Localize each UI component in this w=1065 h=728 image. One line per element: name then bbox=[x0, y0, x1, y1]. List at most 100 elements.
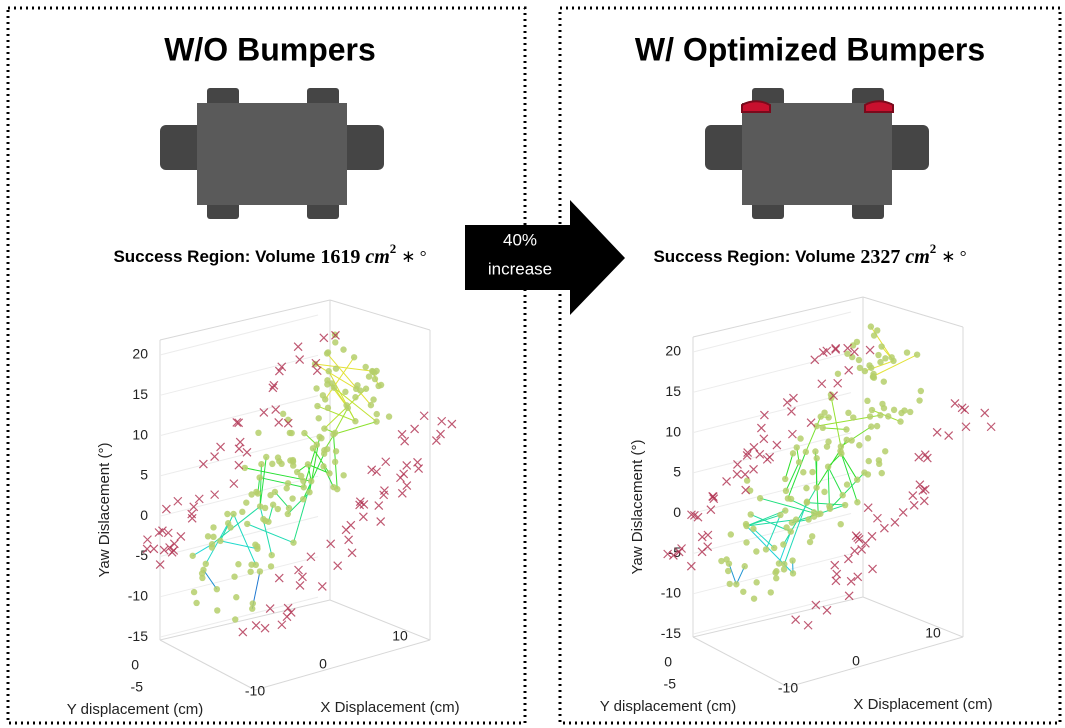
z-axis-label: Yaw Dislacement (°) bbox=[629, 440, 646, 575]
failure-point bbox=[331, 330, 340, 340]
failure-point bbox=[333, 561, 343, 571]
failure-point bbox=[787, 429, 797, 439]
failure-point bbox=[402, 481, 412, 490]
success-point bbox=[783, 524, 790, 531]
failure-point bbox=[312, 366, 322, 376]
success-point bbox=[843, 436, 850, 444]
grid-line bbox=[692, 351, 852, 393]
failure-point bbox=[344, 535, 354, 545]
failure-point bbox=[372, 467, 381, 477]
success-point bbox=[800, 469, 807, 476]
mesh-edge bbox=[323, 466, 335, 488]
failure-point bbox=[251, 620, 261, 630]
failure-point bbox=[919, 496, 929, 506]
success-point bbox=[812, 448, 819, 455]
success-point bbox=[787, 495, 795, 503]
success-point bbox=[319, 392, 327, 399]
axis-box bbox=[692, 596, 864, 638]
failure-point bbox=[238, 627, 248, 637]
failure-point bbox=[399, 469, 409, 479]
failure-point bbox=[733, 460, 742, 469]
success-point bbox=[373, 418, 380, 425]
success-point bbox=[878, 469, 885, 477]
success-point bbox=[750, 595, 758, 602]
success-point bbox=[289, 495, 296, 502]
success-point bbox=[855, 356, 863, 364]
failure-point bbox=[811, 600, 821, 610]
failure-point bbox=[161, 504, 171, 514]
success-point bbox=[870, 332, 878, 339]
robot bbox=[160, 88, 384, 219]
success-point bbox=[741, 563, 748, 570]
failure-point bbox=[447, 419, 457, 429]
mesh-edge bbox=[827, 466, 844, 496]
grid-line bbox=[692, 513, 852, 554]
failure-point bbox=[167, 547, 177, 557]
failure-point bbox=[722, 477, 731, 486]
success-point bbox=[287, 457, 294, 464]
panel-title: W/ Optimized Bumpers bbox=[635, 31, 985, 67]
failure-point bbox=[810, 355, 820, 365]
success-point bbox=[743, 477, 751, 484]
bumper bbox=[741, 100, 771, 113]
failure-point bbox=[232, 418, 242, 427]
failure-point bbox=[693, 512, 703, 522]
success-point bbox=[231, 573, 238, 580]
failure-point bbox=[380, 486, 389, 495]
x-axis-label: X Displacement (cm) bbox=[853, 696, 992, 713]
success-point bbox=[340, 472, 347, 479]
failure-point bbox=[749, 464, 758, 474]
success-point bbox=[297, 472, 305, 480]
robot-side bbox=[705, 125, 750, 170]
success-point bbox=[313, 441, 321, 448]
failure-point bbox=[918, 485, 928, 495]
mesh-edge bbox=[220, 540, 258, 550]
success-point bbox=[300, 484, 307, 491]
failure-point bbox=[317, 582, 327, 591]
success-point bbox=[331, 429, 339, 437]
failure-point bbox=[355, 500, 365, 510]
success-point bbox=[202, 560, 209, 568]
grid-line bbox=[159, 314, 319, 356]
success-point bbox=[775, 560, 783, 567]
panel-border bbox=[6, 6, 527, 725]
success-point bbox=[352, 394, 359, 401]
failure-point bbox=[844, 591, 854, 601]
success-point bbox=[861, 469, 868, 476]
failure-point bbox=[283, 603, 293, 613]
success-point bbox=[877, 412, 884, 419]
failure-point bbox=[787, 406, 796, 416]
failure-point bbox=[298, 572, 307, 582]
failure-point bbox=[756, 423, 766, 433]
mesh-edge bbox=[839, 450, 858, 503]
success-point bbox=[371, 375, 379, 383]
success-point bbox=[326, 470, 333, 477]
failure-point bbox=[831, 576, 841, 586]
success-point bbox=[293, 468, 301, 476]
success-point bbox=[747, 511, 754, 518]
success-point bbox=[332, 339, 339, 346]
failure-point bbox=[822, 605, 832, 615]
success-point bbox=[824, 463, 832, 470]
failure-point bbox=[282, 612, 292, 622]
failure-point bbox=[187, 509, 197, 519]
robot-body bbox=[742, 103, 892, 205]
success-point bbox=[788, 519, 796, 526]
success-point bbox=[254, 543, 261, 550]
failure-point bbox=[358, 512, 368, 522]
success-point bbox=[803, 499, 811, 506]
success-point bbox=[782, 487, 790, 495]
failure-point bbox=[853, 533, 863, 542]
failure-point bbox=[873, 513, 882, 523]
mesh-edge bbox=[787, 451, 807, 499]
failure-point bbox=[381, 457, 391, 467]
failure-point bbox=[414, 464, 424, 474]
success-point bbox=[901, 407, 908, 414]
success-point bbox=[773, 575, 780, 582]
success-point bbox=[321, 447, 328, 454]
failure-point bbox=[831, 343, 841, 353]
failure-point bbox=[436, 429, 445, 439]
